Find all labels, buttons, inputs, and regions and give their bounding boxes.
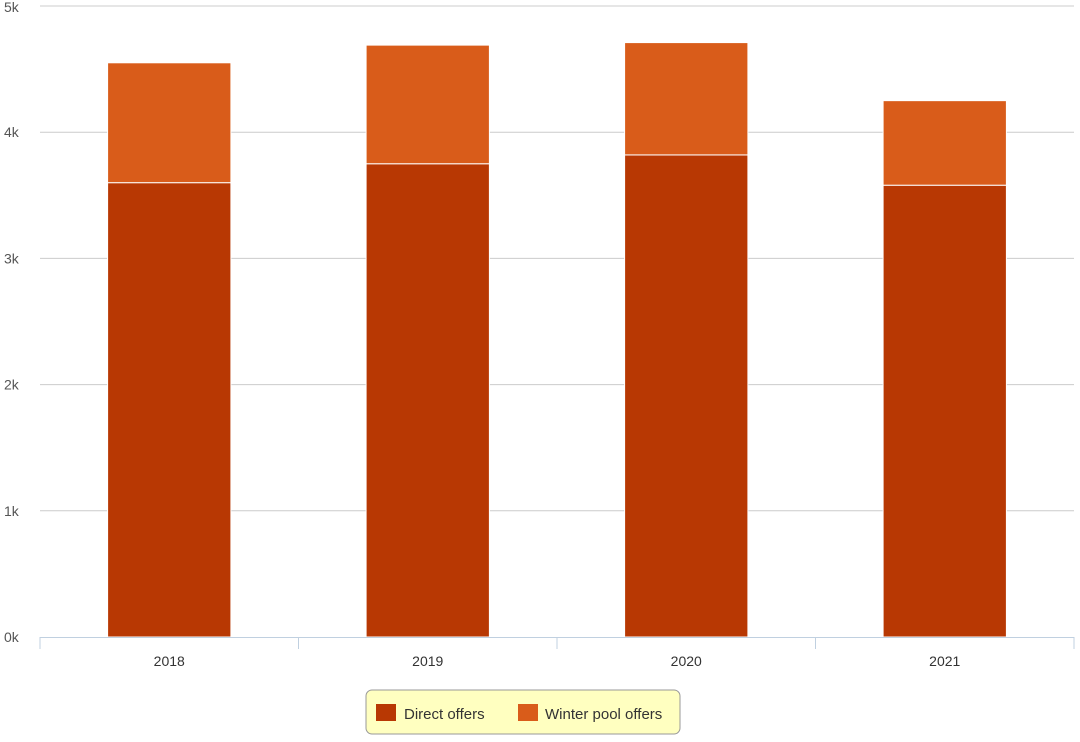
y-tick-label: 2k	[4, 377, 20, 393]
bar-winter-pool-offers-2020	[624, 42, 749, 156]
bar-winter-pool-offers-2019	[365, 44, 490, 165]
y-tick-label: 1k	[4, 503, 20, 519]
y-tick-label: 4k	[4, 124, 20, 140]
legend-label: Winter pool offers	[545, 706, 662, 723]
y-tick-label: 5k	[4, 0, 20, 15]
x-axis: 2018 2019 2020 2021	[39, 637, 1075, 669]
y-tick-label: 3k	[4, 250, 20, 266]
y-tick-label: 0k	[4, 629, 20, 645]
y-axis-tick-labels: 0k 1k 2k 3k 4k 5k	[4, 0, 20, 645]
bars	[107, 42, 1007, 638]
legend-swatch	[376, 704, 396, 721]
x-tick-label: 2018	[154, 653, 185, 669]
bar-direct-offers-2018	[107, 182, 232, 638]
legend-label: Direct offers	[404, 706, 485, 723]
x-tick-label: 2020	[671, 653, 702, 669]
legend-swatch	[518, 704, 538, 721]
x-tick-label: 2019	[412, 653, 443, 669]
bar-direct-offers-2020	[624, 154, 749, 638]
bar-direct-offers-2021	[882, 184, 1007, 638]
x-tick-label: 2021	[929, 653, 960, 669]
legend: Direct offers Winter pool offers	[365, 689, 681, 735]
bar-winter-pool-offers-2021	[882, 100, 1007, 186]
bar-winter-pool-offers-2018	[107, 62, 232, 184]
bar-direct-offers-2019	[365, 163, 490, 638]
